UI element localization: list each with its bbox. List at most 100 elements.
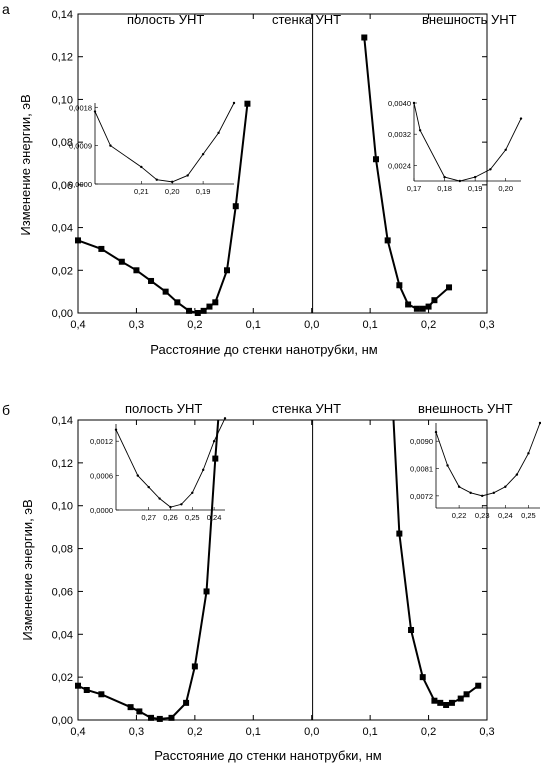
x-tick-label: 0,0 [304, 319, 319, 331]
inset-data-point [202, 468, 205, 472]
series-line [363, 37, 450, 310]
inset-y-tick-label: 0,0000 [90, 506, 113, 515]
data-point [174, 299, 181, 306]
inset-data-point [458, 179, 462, 183]
y-tick-label: 0,06 [52, 586, 73, 598]
data-point [448, 699, 455, 706]
data-point [408, 627, 415, 633]
inset-y-tick-label: 0,0081 [410, 465, 433, 474]
x-tick-label: 0,0 [304, 726, 319, 738]
inset-x-tick-label: 0,27 [141, 513, 156, 522]
panel-a-y-axis: 0,00 0,02 0,04 0,06 0,08 0,10 0,12 0,14 [52, 9, 487, 320]
data-point [212, 455, 219, 462]
inset-data-point [180, 503, 183, 506]
inset-data-point [446, 464, 449, 467]
x-tick-label: 0,1 [362, 319, 377, 331]
inset-y-tick-label: 0,0018 [69, 103, 92, 112]
inset-y-tick-label: 0,0012 [90, 437, 113, 446]
panel-b-x-axis-title: Расстояние до стенки нанотрубки, нм [154, 748, 382, 763]
data-point [446, 284, 453, 291]
panel-a-plot-frame [77, 13, 488, 314]
y-tick-label: 0,02 [52, 265, 73, 277]
inset-data-point [527, 452, 530, 455]
data-point [361, 34, 368, 41]
inset-x-tick-label: 0,23 [475, 511, 490, 520]
inset-x-tick-label: 0,21 [134, 187, 149, 196]
x-tick-label: 0,1 [246, 319, 261, 331]
inset-y-tick-label: 0,0090 [410, 437, 433, 446]
data-point [206, 303, 213, 310]
series-line [77, 419, 220, 720]
data-point [396, 530, 403, 537]
panel-a-y-axis-title: Изменение энергии, эВ [18, 94, 33, 235]
data-point [98, 245, 105, 252]
y-tick-label: 0,08 [52, 137, 73, 149]
inset-data-point [109, 144, 112, 147]
series-line [77, 103, 249, 315]
inset-series-line [115, 418, 226, 508]
panel-b-region-wall: стенка УНТ [272, 401, 341, 416]
y-tick-label: 0,06 [52, 180, 73, 192]
data-point [431, 697, 438, 704]
panel-b-series [75, 419, 482, 722]
data-point [133, 267, 140, 274]
data-point [431, 297, 438, 304]
x-tick-label: 0,1 [246, 726, 261, 738]
inset-x-tick-label: 0,26 [163, 513, 178, 522]
data-point [405, 301, 412, 308]
panel-a-inset-right: 0,0024 0,0032 0,0040 0,17 0,18 0,19 0,20 [388, 99, 523, 193]
x-tick-label: 0,2 [187, 726, 202, 738]
x-tick-label: 0,3 [479, 319, 494, 331]
y-tick-label: 0,10 [52, 94, 73, 106]
inset-data-point [217, 131, 220, 135]
data-point [384, 237, 391, 244]
panel-b-y-axis: 0,00 0,02 0,04 0,06 0,08 0,10 0,12 0,14 [52, 415, 487, 727]
inset-y-tick-label: 0,0032 [388, 130, 411, 139]
data-point [223, 267, 230, 274]
inset-x-tick-label: 0,19 [196, 187, 211, 196]
inset-data-point [473, 175, 477, 179]
data-point [194, 310, 201, 316]
inset-x-tick-label: 0,18 [437, 184, 452, 193]
inset-y-tick-label: 0,0000 [69, 180, 92, 189]
data-point [200, 307, 207, 314]
inset-x-tick-label: 0,17 [407, 184, 422, 193]
panel-a-region-outside: внешность УНТ [422, 12, 517, 27]
x-tick-label: 0,1 [362, 726, 377, 738]
data-point [419, 674, 426, 681]
y-tick-label: 0,14 [52, 9, 73, 21]
data-point [425, 303, 432, 310]
x-tick-label: 0,3 [129, 726, 144, 738]
inset-data-point [136, 474, 139, 477]
data-point [168, 714, 175, 721]
y-tick-label: 0,12 [52, 458, 73, 470]
inset-data-point [538, 421, 541, 425]
data-point [156, 715, 163, 722]
data-point [148, 714, 155, 721]
panel-b-x-axis: 0,4 0,3 0,2 0,1 0,0 0,1 0,2 0,3 [70, 420, 495, 738]
data-point [419, 305, 426, 312]
inset-data-point [223, 417, 227, 420]
panel-a-label: а [2, 1, 10, 17]
panel-a-region-wall: стенка УНТ [272, 12, 341, 27]
data-point [203, 588, 210, 595]
inset-data-point [412, 101, 416, 105]
inset-data-point [169, 505, 172, 509]
data-point [162, 288, 169, 295]
inset-data-point [155, 178, 158, 181]
x-tick-label: 0,4 [70, 319, 85, 331]
inset-data-point [481, 494, 484, 498]
y-tick-label: 0,00 [52, 308, 73, 320]
inset-x-tick-label: 0,25 [521, 511, 536, 520]
x-tick-label: 0,2 [187, 319, 202, 331]
x-tick-label: 0,3 [129, 319, 144, 331]
y-tick-label: 0,04 [52, 629, 73, 641]
inset-data-point [418, 129, 422, 132]
panel-b-y-axis-title: Изменение энергии, эВ [20, 499, 35, 640]
inset-data-point [140, 165, 143, 169]
data-point [127, 704, 134, 711]
inset-data-point [457, 485, 461, 488]
inset-data-point [147, 485, 150, 489]
inset-data-point [434, 430, 438, 434]
